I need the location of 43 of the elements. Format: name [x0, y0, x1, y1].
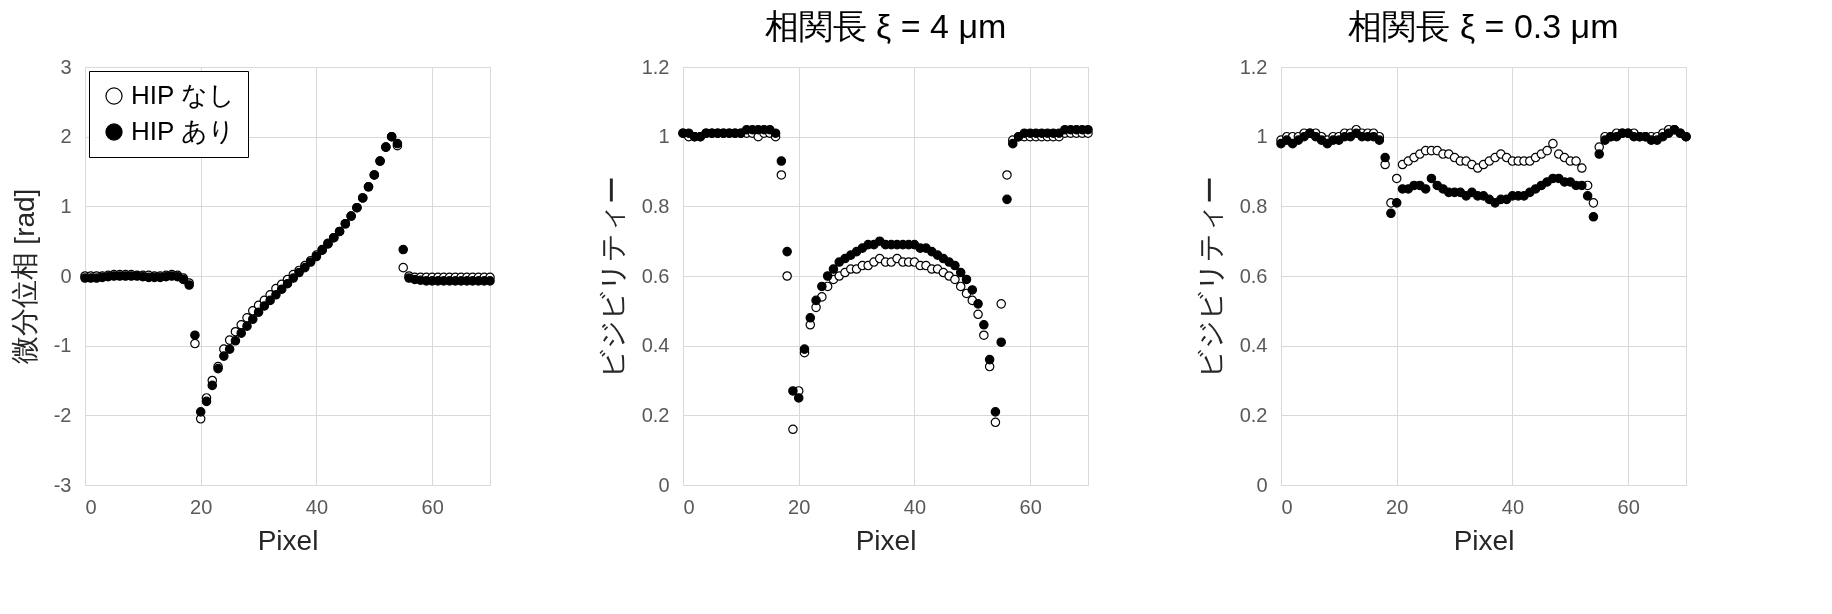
x-tick-label: 40 — [1501, 495, 1525, 518]
chart-title: 相関長 ξ = 4 μm — [764, 7, 1007, 45]
x-tick-label: 40 — [903, 495, 927, 518]
y-tick-label: 0.8 — [641, 194, 670, 217]
x-tick-label: 60 — [1019, 495, 1042, 518]
y-tick-label: 0.6 — [641, 264, 670, 287]
x-axis-title: Pixel — [1453, 524, 1515, 556]
x-axis-title: Pixel — [257, 524, 319, 556]
legend-label: HIP あり — [131, 116, 236, 146]
x-tick-label: 0 — [683, 495, 695, 518]
x-tick-label: 20 — [190, 495, 213, 518]
y-tick-label: 0 — [658, 473, 670, 496]
legend-label: HIP なし — [131, 80, 236, 110]
x-tick-label: 0 — [1281, 495, 1293, 518]
x-tick-label: 60 — [421, 495, 444, 518]
y-tick-label: 0.4 — [1239, 334, 1268, 357]
y-axis-title: 微分位相 [rad] — [8, 188, 40, 365]
x-tick-label: 20 — [1386, 495, 1409, 518]
y-axis-title: ビジビリティー — [1194, 175, 1226, 378]
y-tick-label: 0.8 — [1239, 194, 1268, 217]
y-tick-label: 0.2 — [641, 403, 670, 426]
y-tick-label: 1 — [658, 125, 670, 148]
x-tick-label: 40 — [305, 495, 329, 518]
y-tick-label: 0.6 — [1239, 264, 1268, 287]
y-tick-label: 0 — [60, 264, 72, 287]
chart-title: 相関長 ξ = 0.3 μm — [1348, 7, 1619, 45]
y-tick-label: 0.2 — [1239, 403, 1268, 426]
x-tick-label: 60 — [1617, 495, 1640, 518]
x-tick-label: 20 — [788, 495, 811, 518]
y-tick-label: -2 — [53, 403, 72, 426]
y-tick-label: 1 — [60, 194, 72, 217]
y-tick-label: -1 — [53, 334, 72, 357]
y-tick-label: 1.2 — [1239, 55, 1268, 78]
y-tick-label: -3 — [53, 473, 72, 496]
y-tick-label: 0.4 — [641, 334, 670, 357]
y-tick-label: 1.2 — [641, 55, 670, 78]
y-tick-label: 2 — [60, 125, 72, 148]
y-axis-title: ビジビリティー — [596, 175, 628, 378]
x-tick-label: 0 — [85, 495, 97, 518]
x-axis-title: Pixel — [855, 524, 917, 556]
y-tick-label: 0 — [1256, 473, 1268, 496]
y-tick-label: 1 — [1256, 125, 1268, 148]
y-tick-label: 3 — [60, 55, 72, 78]
